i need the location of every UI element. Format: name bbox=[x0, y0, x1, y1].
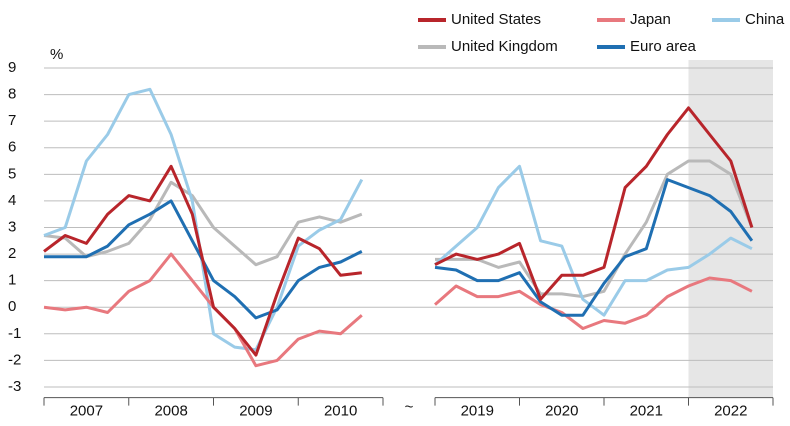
axis-break: ~ bbox=[405, 399, 414, 416]
series-line bbox=[434, 106, 754, 301]
x-tick-label: 2019 bbox=[461, 403, 494, 420]
y-tick-label: 3 bbox=[8, 218, 16, 235]
x-tick-label: 2008 bbox=[154, 403, 187, 420]
series-line bbox=[435, 159, 754, 299]
series-line bbox=[43, 252, 363, 368]
series-line bbox=[434, 178, 754, 317]
y-tick-label: 6 bbox=[8, 139, 16, 156]
y-tick-label: 7 bbox=[8, 112, 16, 129]
x-tick-label: 2020 bbox=[545, 403, 578, 420]
legend-label: Japan bbox=[630, 11, 671, 28]
y-tick-label: -3 bbox=[8, 378, 21, 395]
legend-label: China bbox=[745, 11, 785, 28]
legend-label: United States bbox=[451, 11, 541, 28]
legend-label: United Kingdom bbox=[451, 38, 558, 55]
y-tick-label: 8 bbox=[8, 86, 16, 103]
shaded-region bbox=[688, 60, 773, 398]
series-line bbox=[434, 276, 753, 330]
series-line bbox=[434, 164, 753, 317]
series-line bbox=[43, 164, 362, 357]
legend-label: Euro area bbox=[630, 38, 697, 55]
y-axis-label: % bbox=[50, 46, 63, 63]
series-line bbox=[43, 180, 363, 267]
x-tick-label: 2007 bbox=[70, 403, 103, 420]
x-tick-label: 2009 bbox=[239, 403, 272, 420]
y-tick-label: 0 bbox=[8, 298, 16, 315]
x-tick-label: 2021 bbox=[630, 403, 663, 420]
y-tick-label: -1 bbox=[8, 325, 21, 342]
x-tick-label: 2010 bbox=[324, 403, 357, 420]
y-tick-label: 4 bbox=[8, 192, 16, 209]
y-tick-label: 5 bbox=[8, 165, 16, 182]
y-tick-label: 9 bbox=[8, 59, 16, 76]
y-tick-label: -2 bbox=[8, 351, 21, 368]
y-tick-label: 1 bbox=[8, 272, 16, 289]
y-tick-label: 2 bbox=[8, 245, 16, 262]
x-tick-label: 2022 bbox=[714, 403, 747, 420]
